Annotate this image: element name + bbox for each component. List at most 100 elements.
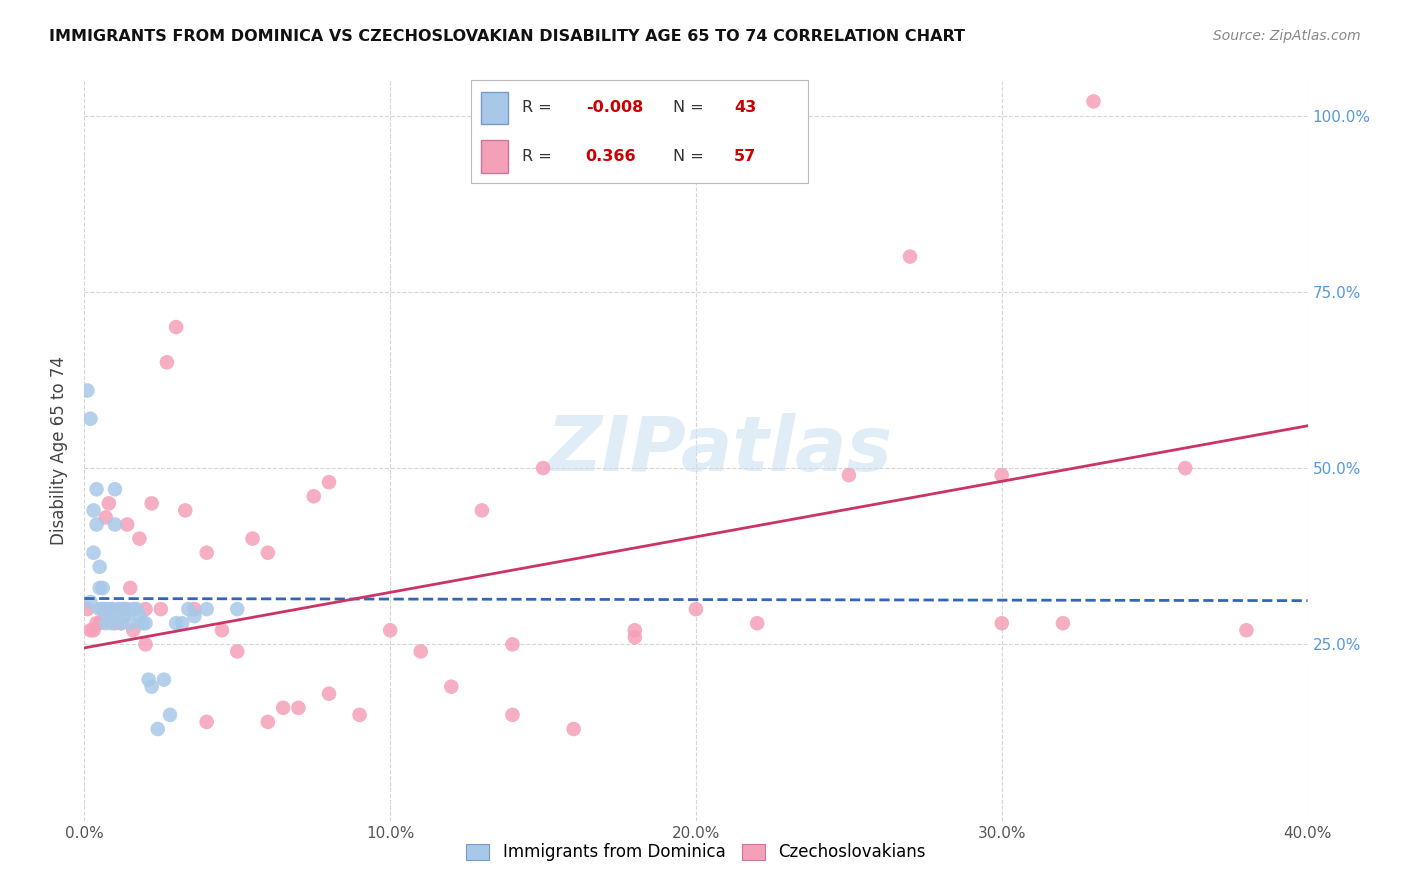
Point — [318, 687, 340, 701]
Point — [89, 616, 111, 631]
Point — [531, 461, 554, 475]
Point — [471, 503, 494, 517]
Point — [112, 602, 135, 616]
Point — [141, 496, 163, 510]
Point — [128, 609, 150, 624]
Point — [89, 559, 111, 574]
Point — [135, 616, 157, 631]
Point — [174, 503, 197, 517]
Text: R =: R = — [522, 149, 557, 164]
Point — [122, 624, 145, 638]
Point — [183, 609, 205, 624]
Point — [94, 510, 117, 524]
Point — [135, 602, 157, 616]
Point — [257, 714, 280, 729]
Point — [138, 673, 160, 687]
Point — [287, 701, 309, 715]
Point — [898, 250, 921, 264]
Point — [79, 595, 101, 609]
Point — [177, 602, 200, 616]
Point — [153, 673, 176, 687]
Text: -0.008: -0.008 — [586, 101, 643, 115]
Point — [226, 644, 249, 658]
Point — [991, 468, 1014, 483]
Point — [195, 546, 218, 560]
Point — [318, 475, 340, 490]
Point — [97, 609, 120, 624]
Point — [83, 546, 105, 560]
Legend: Immigrants from Dominica, Czechoslovakians: Immigrants from Dominica, Czechoslovakia… — [460, 837, 932, 868]
Point — [91, 581, 114, 595]
Point — [120, 581, 142, 595]
Point — [110, 602, 132, 616]
Point — [101, 602, 124, 616]
Point — [76, 602, 98, 616]
Point — [83, 503, 105, 517]
Point — [86, 616, 108, 631]
Point — [115, 602, 138, 616]
Point — [1174, 461, 1197, 475]
Text: N =: N = — [673, 101, 710, 115]
Point — [135, 637, 157, 651]
Point — [104, 517, 127, 532]
Point — [302, 489, 325, 503]
Point — [91, 602, 114, 616]
Point — [195, 714, 218, 729]
Point — [1236, 624, 1258, 638]
Point — [349, 707, 371, 722]
Point — [141, 680, 163, 694]
Point — [76, 384, 98, 398]
Y-axis label: Disability Age 65 to 74: Disability Age 65 to 74 — [51, 356, 69, 545]
Point — [115, 517, 138, 532]
Point — [94, 616, 117, 631]
Point — [101, 602, 124, 616]
Point — [97, 496, 120, 510]
Point — [165, 616, 187, 631]
Point — [226, 602, 249, 616]
Point — [101, 616, 124, 631]
Point — [86, 517, 108, 532]
Point — [271, 701, 294, 715]
Point — [120, 616, 142, 631]
Point — [172, 616, 194, 631]
Point — [110, 616, 132, 631]
Point — [562, 722, 585, 736]
Text: N =: N = — [673, 149, 710, 164]
Point — [122, 602, 145, 616]
Point — [156, 355, 179, 369]
FancyBboxPatch shape — [481, 140, 508, 173]
Point — [991, 616, 1014, 631]
Point — [91, 602, 114, 616]
Point — [838, 468, 860, 483]
Point — [104, 616, 127, 631]
Point — [242, 532, 264, 546]
Text: IMMIGRANTS FROM DOMINICA VS CZECHOSLOVAKIAN DISABILITY AGE 65 TO 74 CORRELATION : IMMIGRANTS FROM DOMINICA VS CZECHOSLOVAK… — [49, 29, 965, 44]
FancyBboxPatch shape — [481, 92, 508, 124]
Point — [624, 630, 647, 644]
Point — [112, 609, 135, 624]
Point — [1052, 616, 1074, 631]
Point — [624, 624, 647, 638]
Point — [380, 624, 402, 638]
Point — [83, 624, 105, 638]
Text: Source: ZipAtlas.com: Source: ZipAtlas.com — [1213, 29, 1361, 43]
Point — [112, 602, 135, 616]
Point — [110, 616, 132, 631]
Point — [89, 602, 111, 616]
Text: 57: 57 — [734, 149, 756, 164]
Point — [146, 722, 169, 736]
Point — [502, 637, 524, 651]
Text: 0.366: 0.366 — [586, 149, 637, 164]
Point — [107, 602, 129, 616]
Point — [502, 707, 524, 722]
Text: R =: R = — [522, 101, 557, 115]
Point — [79, 624, 101, 638]
Text: ZIPatlas: ZIPatlas — [547, 414, 893, 487]
Point — [149, 602, 172, 616]
Point — [165, 320, 187, 334]
Point — [94, 602, 117, 616]
Point — [409, 644, 432, 658]
Point — [128, 532, 150, 546]
Point — [131, 616, 153, 631]
Point — [104, 482, 127, 496]
